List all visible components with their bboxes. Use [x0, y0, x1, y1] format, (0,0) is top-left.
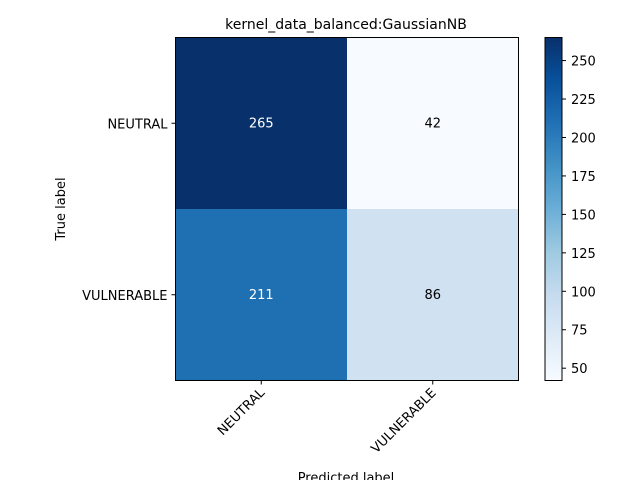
- x-axis-ticks: NEUTRAL VULNERABLE: [215, 380, 440, 457]
- cell-value-label: 86: [424, 288, 441, 303]
- colorbar-tick-label: 200: [571, 131, 596, 146]
- x-tick-label: NEUTRAL: [215, 385, 269, 439]
- colorbar-tick-label: 50: [571, 362, 588, 377]
- colorbar-tick-label: 150: [571, 208, 596, 223]
- colorbar: [544, 37, 563, 381]
- colorbar-tick-label: 225: [571, 93, 596, 108]
- y-axis-ticks: NEUTRAL VULNERABLE: [82, 117, 176, 304]
- colorbar-tick-label: 125: [571, 247, 596, 262]
- colorbar-tick-label: 175: [571, 170, 596, 185]
- heatmap-cell: [347, 209, 519, 381]
- y-tick-label: NEUTRAL: [107, 117, 168, 132]
- cell-value-label: 42: [424, 116, 441, 131]
- plot-frame: [175, 37, 519, 381]
- heatmap-cell: [175, 37, 347, 209]
- colorbar-tick-label: 250: [571, 55, 596, 70]
- y-axis-label: True label: [54, 177, 69, 241]
- cell-value-label: 265: [249, 116, 274, 131]
- heatmap-cell: [347, 37, 519, 209]
- chart-title: kernel_data_balanced:GaussianNB: [225, 17, 467, 33]
- heatmap-cell: [175, 209, 347, 381]
- cell-value-label: 211: [249, 288, 274, 303]
- x-axis-label: Predicted label: [298, 471, 395, 480]
- colorbar-tick-label: 100: [571, 285, 596, 300]
- colorbar-tick-label: 75: [571, 324, 588, 339]
- colorbar-ticks: 50 75 100 125 150 175 200 225 250: [562, 55, 596, 377]
- heatmap-cell-labels: 265 42 211 86: [249, 116, 441, 303]
- y-tick-label: VULNERABLE: [82, 289, 167, 304]
- heatmap-cells: [175, 37, 519, 381]
- x-tick-label: VULNERABLE: [369, 386, 440, 457]
